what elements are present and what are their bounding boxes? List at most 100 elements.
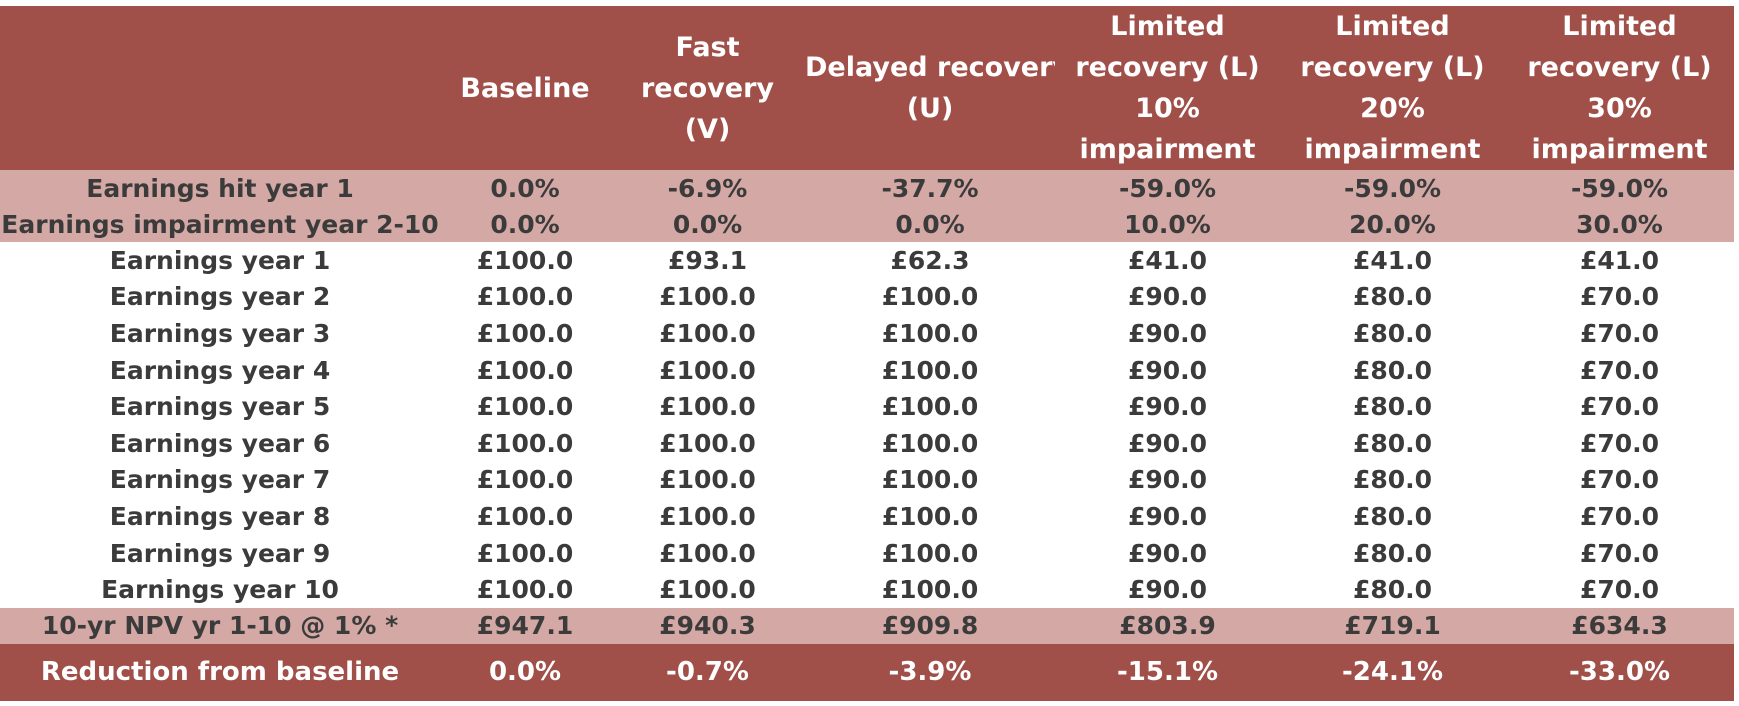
table-row: Earnings year 10 £100.0 £100.0 £100.0 £90.0 £… (0, 571, 1734, 608)
table-row: Earnings year 9 £100.0 £100.0 £100.0 £90.0 £8… (0, 534, 1734, 572)
table-cell: £100.0 (881, 428, 979, 458)
table-cell: £634.3 (1571, 611, 1668, 641)
column-header-line: Delayed recovery (805, 52, 1055, 83)
column-header: Baseline (440, 6, 610, 170)
table-cell: £90.0 (1127, 318, 1208, 348)
table-cell: £100.0 (476, 575, 574, 605)
table-cell: £80.0 (1352, 538, 1433, 568)
table-cell: £70.0 (1579, 575, 1660, 605)
table-cell: £100.0 (881, 282, 979, 312)
table-cell: £100.0 (476, 355, 574, 385)
table-cell: £41.0 (1127, 245, 1208, 275)
column-header-line: impairment (1079, 134, 1256, 165)
table-row: Reduction from baseline 0.0% -0.7% -3.9% -15… (0, 643, 1734, 701)
table-cell: £90.0 (1127, 428, 1208, 458)
table-cell: £100.0 (659, 428, 756, 458)
table-cell: -15.1% (1117, 657, 1218, 688)
row-label: Earnings year 4 (109, 355, 331, 385)
table-cell: £719.1 (1344, 611, 1441, 641)
table-cell: 0.0% (490, 209, 560, 239)
table-cell: -24.1% (1342, 657, 1443, 688)
column-header-line: recovery (L) (1527, 52, 1712, 83)
row-label: Earnings year 3 (109, 318, 331, 348)
column-header-line: impairment (1531, 134, 1708, 165)
table-row: Earnings impairment year 2-10 0.0% 0.0% 0.0… (0, 206, 1734, 242)
table-cell: -6.9% (667, 173, 748, 203)
table-cell: £100.0 (659, 465, 756, 495)
table-cell: -37.7% (881, 173, 979, 203)
column-header-line: Limited (1562, 11, 1677, 42)
table-cell: -3.9% (888, 657, 972, 688)
table-cell: £70.0 (1579, 282, 1660, 312)
table-cell: £100.0 (881, 318, 979, 348)
column-header-line: impairment (1304, 134, 1481, 165)
table-cell: -0.7% (666, 657, 749, 688)
row-label: Earnings year 9 (109, 538, 331, 568)
table-row: Earnings hit year 1 0.0% -6.9% -37.7% -59.0%… (0, 170, 1734, 206)
table-cell: -33.0% (1569, 657, 1670, 688)
row-label: Earnings year 1 (109, 245, 331, 275)
table-body: Earnings hit year 1 0.0% -6.9% -37.7% -59.0%… (0, 170, 1734, 701)
table-cell: £80.0 (1352, 282, 1433, 312)
table-cell: £80.0 (1352, 465, 1433, 495)
table-cell: £80.0 (1352, 355, 1433, 385)
table-cell: £100.0 (881, 465, 979, 495)
table-cell: £70.0 (1579, 465, 1660, 495)
table-cell: £100.0 (659, 575, 756, 605)
table-cell: -59.0% (1570, 173, 1669, 203)
table-cell: £100.0 (659, 538, 756, 568)
row-label: Earnings year 6 (109, 428, 331, 458)
column-header-line: recovery (L) (1075, 52, 1260, 83)
table-cell: £90.0 (1127, 282, 1208, 312)
table-cell: £70.0 (1579, 392, 1660, 422)
table-cell: 20.0% (1349, 209, 1436, 239)
row-label: Earnings year 2 (109, 282, 331, 312)
table-cell: -59.0% (1118, 173, 1217, 203)
table-cell: £70.0 (1579, 355, 1660, 385)
row-label: Earnings year 5 (109, 392, 331, 422)
table-header: Baseline Fast recovery (V) Delayed recovery (… (0, 6, 1734, 170)
table-cell: £70.0 (1579, 318, 1660, 348)
table-cell: £100.0 (659, 318, 756, 348)
table-cell: £62.3 (890, 245, 970, 275)
table-cell: £100.0 (476, 465, 574, 495)
table-cell: £100.0 (476, 538, 574, 568)
table-cell: £947.1 (476, 611, 574, 641)
table-cell: £90.0 (1127, 355, 1208, 385)
table-cell: £90.0 (1127, 501, 1208, 531)
table-cell: £90.0 (1127, 575, 1208, 605)
table-cell: £90.0 (1127, 538, 1208, 568)
table-cell: £100.0 (659, 282, 756, 312)
column-header-line: recovery (L) (1300, 52, 1485, 83)
table-cell: 30.0% (1576, 209, 1663, 239)
column-header-line: (V) (684, 113, 731, 145)
table-cell: £80.0 (1352, 318, 1433, 348)
column-header-line: (U) (906, 93, 954, 124)
column-header-line: 20% (1360, 93, 1425, 124)
table-cell: 0.0% (488, 657, 562, 688)
table-cell: -59.0% (1343, 173, 1442, 203)
table-cell: £100.0 (881, 575, 979, 605)
column-header: Fast recovery (V) (610, 6, 805, 170)
table-cell: £80.0 (1352, 501, 1433, 531)
table-row: Earnings year 6 £100.0 £100.0 £100.0 £90.0 £8… (0, 424, 1734, 462)
table-cell: 0.0% (895, 209, 965, 239)
table-cell: £90.0 (1127, 392, 1208, 422)
row-label: Reduction from baseline (40, 657, 400, 688)
table-cell: £80.0 (1352, 428, 1433, 458)
table-cell: £70.0 (1579, 428, 1660, 458)
table-cell: £100.0 (659, 355, 756, 385)
header-row: Baseline Fast recovery (V) Delayed recovery (… (0, 6, 1734, 170)
table-cell: £100.0 (881, 355, 979, 385)
table-row: Earnings year 5 £100.0 £100.0 £100.0 £90.0 £8… (0, 388, 1734, 425)
table-row: 10-yr NPV yr 1-10 @ 1% * £947.1 £940.3 £909… (0, 607, 1734, 644)
table-row: Earnings year 3 £100.0 £100.0 £100.0 £90.0 £8… (0, 315, 1734, 352)
column-header-line: 10% (1135, 93, 1200, 124)
table-cell: £100.0 (881, 501, 979, 531)
column-header: Limited recovery (L) 30% impairment (1505, 6, 1734, 170)
row-label: Earnings impairment year 2-10 (1, 209, 439, 239)
table-cell: £90.0 (1127, 465, 1208, 495)
row-label: Earnings year 8 (109, 501, 331, 531)
table-cell: £100.0 (476, 501, 574, 531)
table-cell: 0.0% (672, 209, 743, 239)
